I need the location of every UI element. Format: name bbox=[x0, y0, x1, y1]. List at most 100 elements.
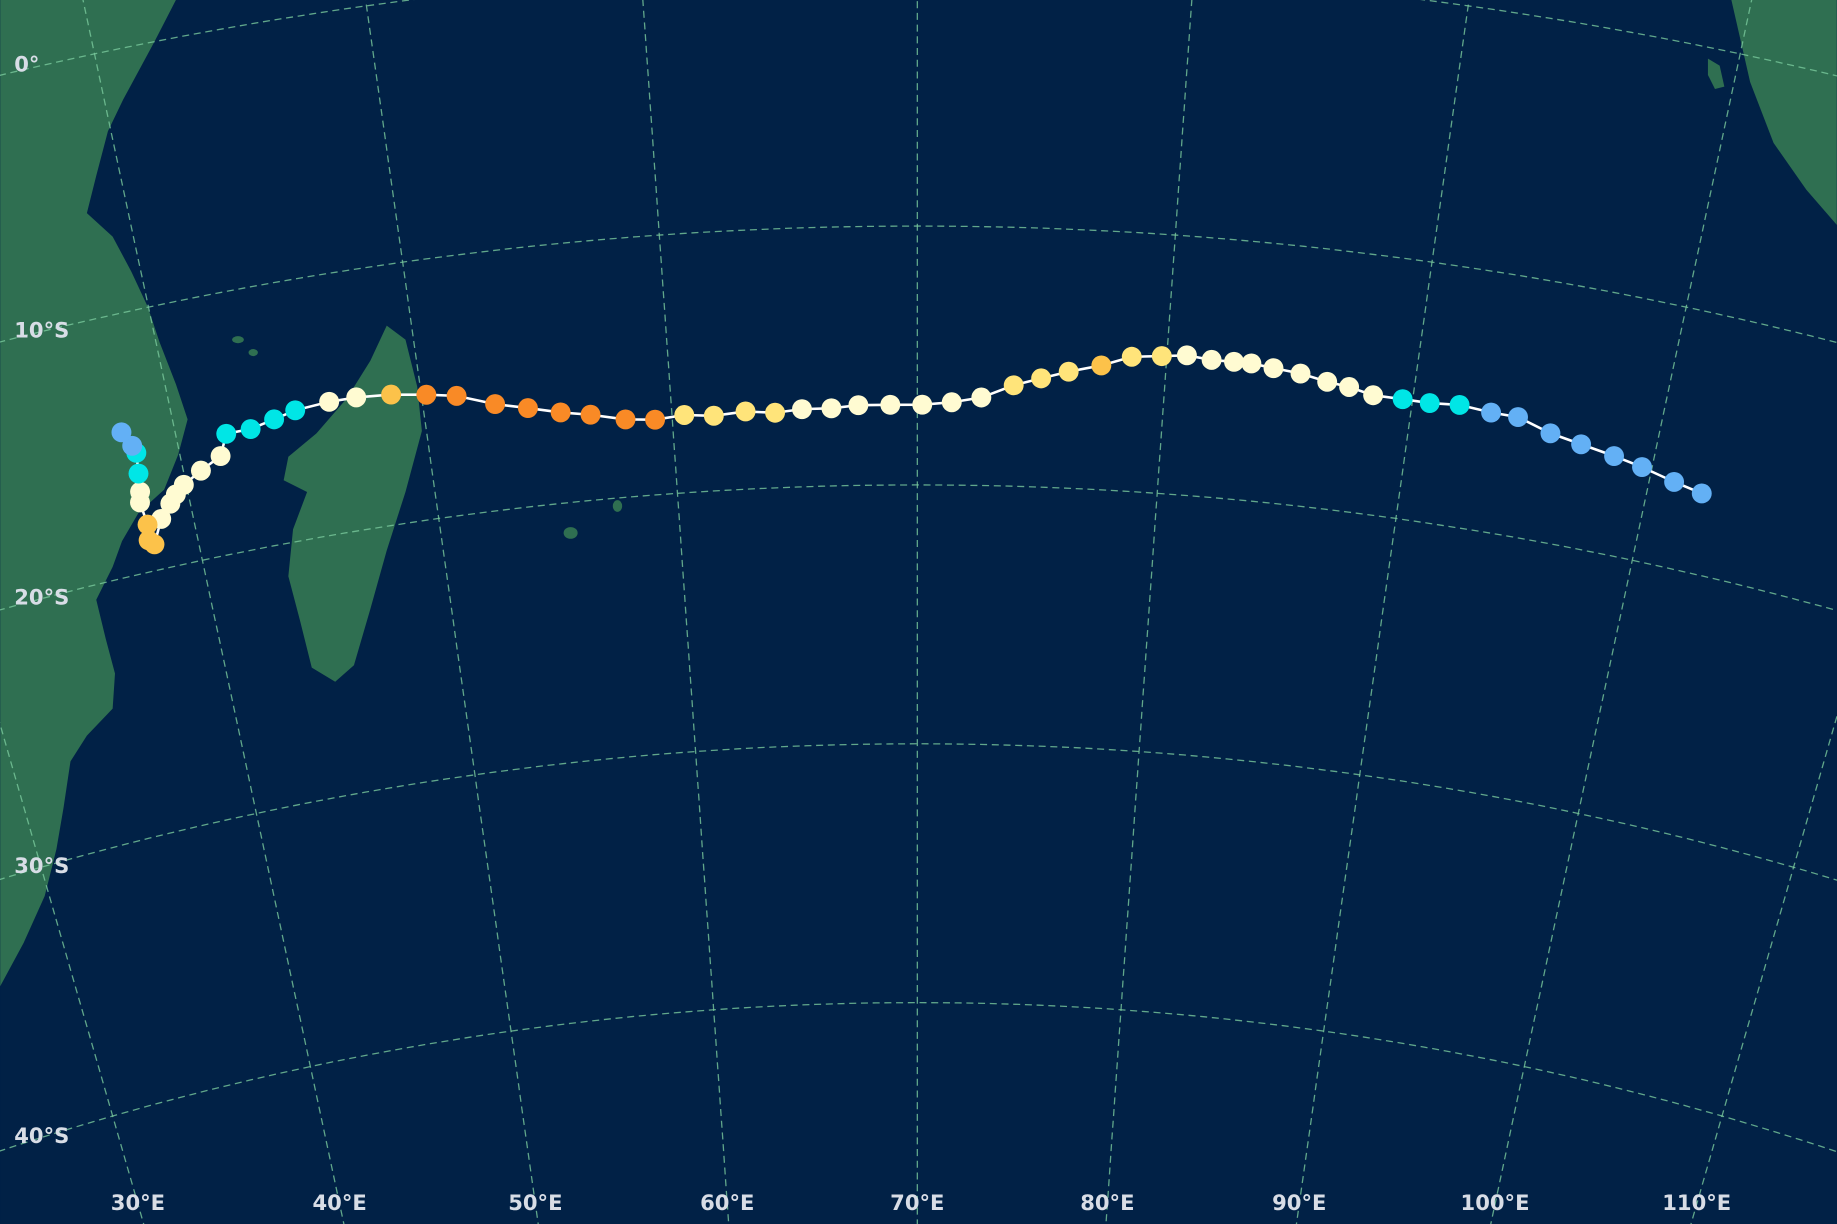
track-point bbox=[285, 400, 306, 421]
lat-label: 0° bbox=[14, 51, 39, 76]
lon-label: 60°E bbox=[700, 1190, 754, 1215]
meridian bbox=[82, 0, 345, 1224]
asia bbox=[1731, 0, 1837, 225]
track-point bbox=[792, 399, 812, 420]
lon-label: 100°E bbox=[1461, 1190, 1530, 1215]
track-point bbox=[880, 394, 901, 415]
track-point bbox=[912, 394, 933, 415]
track-point bbox=[1151, 346, 1172, 367]
island bbox=[232, 336, 244, 344]
meridian bbox=[1490, 0, 1753, 1224]
track-point bbox=[264, 409, 285, 430]
track-point bbox=[381, 384, 402, 405]
track-point bbox=[1241, 353, 1262, 374]
lon-label: 90°E bbox=[1272, 1190, 1326, 1215]
track-point bbox=[615, 409, 636, 430]
track-point bbox=[128, 463, 149, 484]
track-point bbox=[1031, 368, 1052, 389]
madagascar bbox=[283, 325, 422, 682]
track bbox=[111, 345, 1712, 555]
island bbox=[1707, 58, 1725, 90]
track-point bbox=[485, 394, 506, 415]
lon-label: 50°E bbox=[508, 1190, 562, 1215]
track-point bbox=[1481, 402, 1502, 423]
island bbox=[248, 349, 258, 357]
track-point bbox=[1058, 361, 1079, 382]
track-point bbox=[1392, 389, 1413, 410]
island bbox=[612, 500, 623, 512]
track-point bbox=[735, 401, 756, 422]
lon-label: 70°E bbox=[890, 1190, 944, 1215]
track-point bbox=[319, 391, 340, 412]
parallel bbox=[0, 484, 1837, 612]
track-point bbox=[550, 402, 571, 423]
parallel bbox=[0, 225, 1837, 344]
track-point bbox=[346, 387, 367, 408]
track-point bbox=[1290, 363, 1311, 384]
track-point bbox=[416, 384, 437, 405]
meridian bbox=[1295, 0, 1470, 1224]
lat-label: 20°S bbox=[14, 584, 69, 609]
track-point bbox=[1691, 483, 1712, 504]
track-point bbox=[1540, 423, 1561, 444]
lat-label: 30°S bbox=[14, 853, 69, 878]
track-point bbox=[1091, 355, 1112, 376]
africa bbox=[0, 0, 188, 987]
track-point bbox=[160, 493, 181, 514]
track-point bbox=[138, 530, 159, 551]
track-point bbox=[210, 446, 231, 466]
lon-label: 80°E bbox=[1080, 1190, 1134, 1215]
track-point bbox=[1604, 446, 1625, 466]
meridian bbox=[1105, 0, 1193, 1224]
track-point bbox=[190, 460, 211, 481]
land bbox=[0, 0, 1837, 987]
track-point bbox=[1263, 358, 1284, 379]
meridian bbox=[0, 721, 145, 1224]
track-point bbox=[674, 405, 695, 425]
track-point bbox=[1571, 434, 1592, 455]
track-point bbox=[1317, 371, 1338, 392]
track-point bbox=[1121, 346, 1142, 367]
track-point bbox=[645, 409, 666, 430]
lon-label: 40°E bbox=[312, 1190, 366, 1215]
track-point bbox=[1201, 349, 1222, 370]
track-point bbox=[1176, 345, 1197, 366]
track-point bbox=[848, 395, 869, 416]
track-point bbox=[240, 419, 261, 439]
lon-label: 110°E bbox=[1662, 1190, 1731, 1215]
track-point bbox=[216, 423, 237, 444]
track-point bbox=[137, 514, 158, 535]
track-point bbox=[1664, 471, 1685, 492]
track-point bbox=[122, 435, 143, 456]
track-point bbox=[1339, 377, 1360, 397]
track-point bbox=[941, 392, 962, 413]
track-point bbox=[765, 402, 786, 423]
track-point bbox=[1419, 393, 1440, 413]
track-point bbox=[517, 398, 538, 419]
track-point bbox=[971, 387, 992, 408]
track-point bbox=[821, 398, 842, 419]
track-point bbox=[1363, 385, 1384, 406]
track-point bbox=[580, 404, 601, 425]
meridian bbox=[1690, 713, 1837, 1224]
meridian bbox=[365, 0, 539, 1224]
track-point bbox=[1632, 457, 1652, 478]
graticule-labels: 30°E 40°E 50°E 60°E 70°E 80°E 90°E 100°E 110°E 0°… bbox=[14, 51, 1731, 1215]
track-point bbox=[111, 422, 132, 443]
track-point bbox=[1224, 351, 1244, 372]
meridian bbox=[642, 0, 730, 1224]
track-point bbox=[446, 385, 467, 406]
lat-label: 40°S bbox=[14, 1123, 69, 1148]
lon-label: 30°E bbox=[111, 1190, 165, 1215]
track-point bbox=[1449, 394, 1470, 415]
track-point bbox=[130, 481, 151, 502]
track-point bbox=[1508, 407, 1528, 428]
lat-label: 10°S bbox=[14, 317, 69, 342]
island bbox=[563, 527, 578, 539]
track-point bbox=[1003, 375, 1024, 396]
track-point bbox=[703, 405, 724, 426]
